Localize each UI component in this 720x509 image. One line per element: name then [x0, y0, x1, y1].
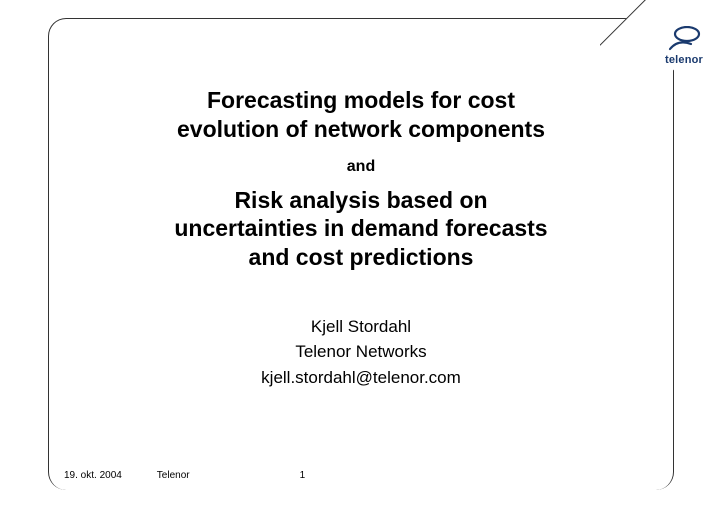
author-name: Kjell Stordahl: [48, 314, 674, 340]
title2-line2: uncertainties in demand forecasts: [174, 215, 547, 241]
telenor-logo-icon: [667, 26, 701, 52]
footer-page: 1: [300, 470, 306, 481]
author-email: kjell.stordahl@telenor.com: [48, 365, 674, 391]
footer-date: 19. okt. 2004: [64, 470, 154, 481]
author-org: Telenor Networks: [48, 339, 674, 365]
title2-line1: Risk analysis based on: [234, 187, 487, 213]
title-primary: Forecasting models for cost evolution of…: [48, 86, 674, 144]
telenor-logo: telenor: [654, 26, 714, 66]
slide-content: Forecasting models for cost evolution of…: [48, 86, 674, 390]
telenor-logo-text: telenor: [654, 54, 714, 66]
connector-and: and: [48, 158, 674, 176]
title2-line3: and cost predictions: [249, 244, 474, 270]
author-block: Kjell Stordahl Telenor Networks kjell.st…: [48, 314, 674, 391]
footer-company: Telenor: [157, 470, 297, 481]
title1-line1: Forecasting models for cost: [207, 87, 515, 113]
title1-line2: evolution of network components: [177, 116, 545, 142]
slide-footer: 19. okt. 2004 Telenor 1: [64, 470, 305, 481]
title-secondary: Risk analysis based on uncertainties in …: [48, 186, 674, 272]
